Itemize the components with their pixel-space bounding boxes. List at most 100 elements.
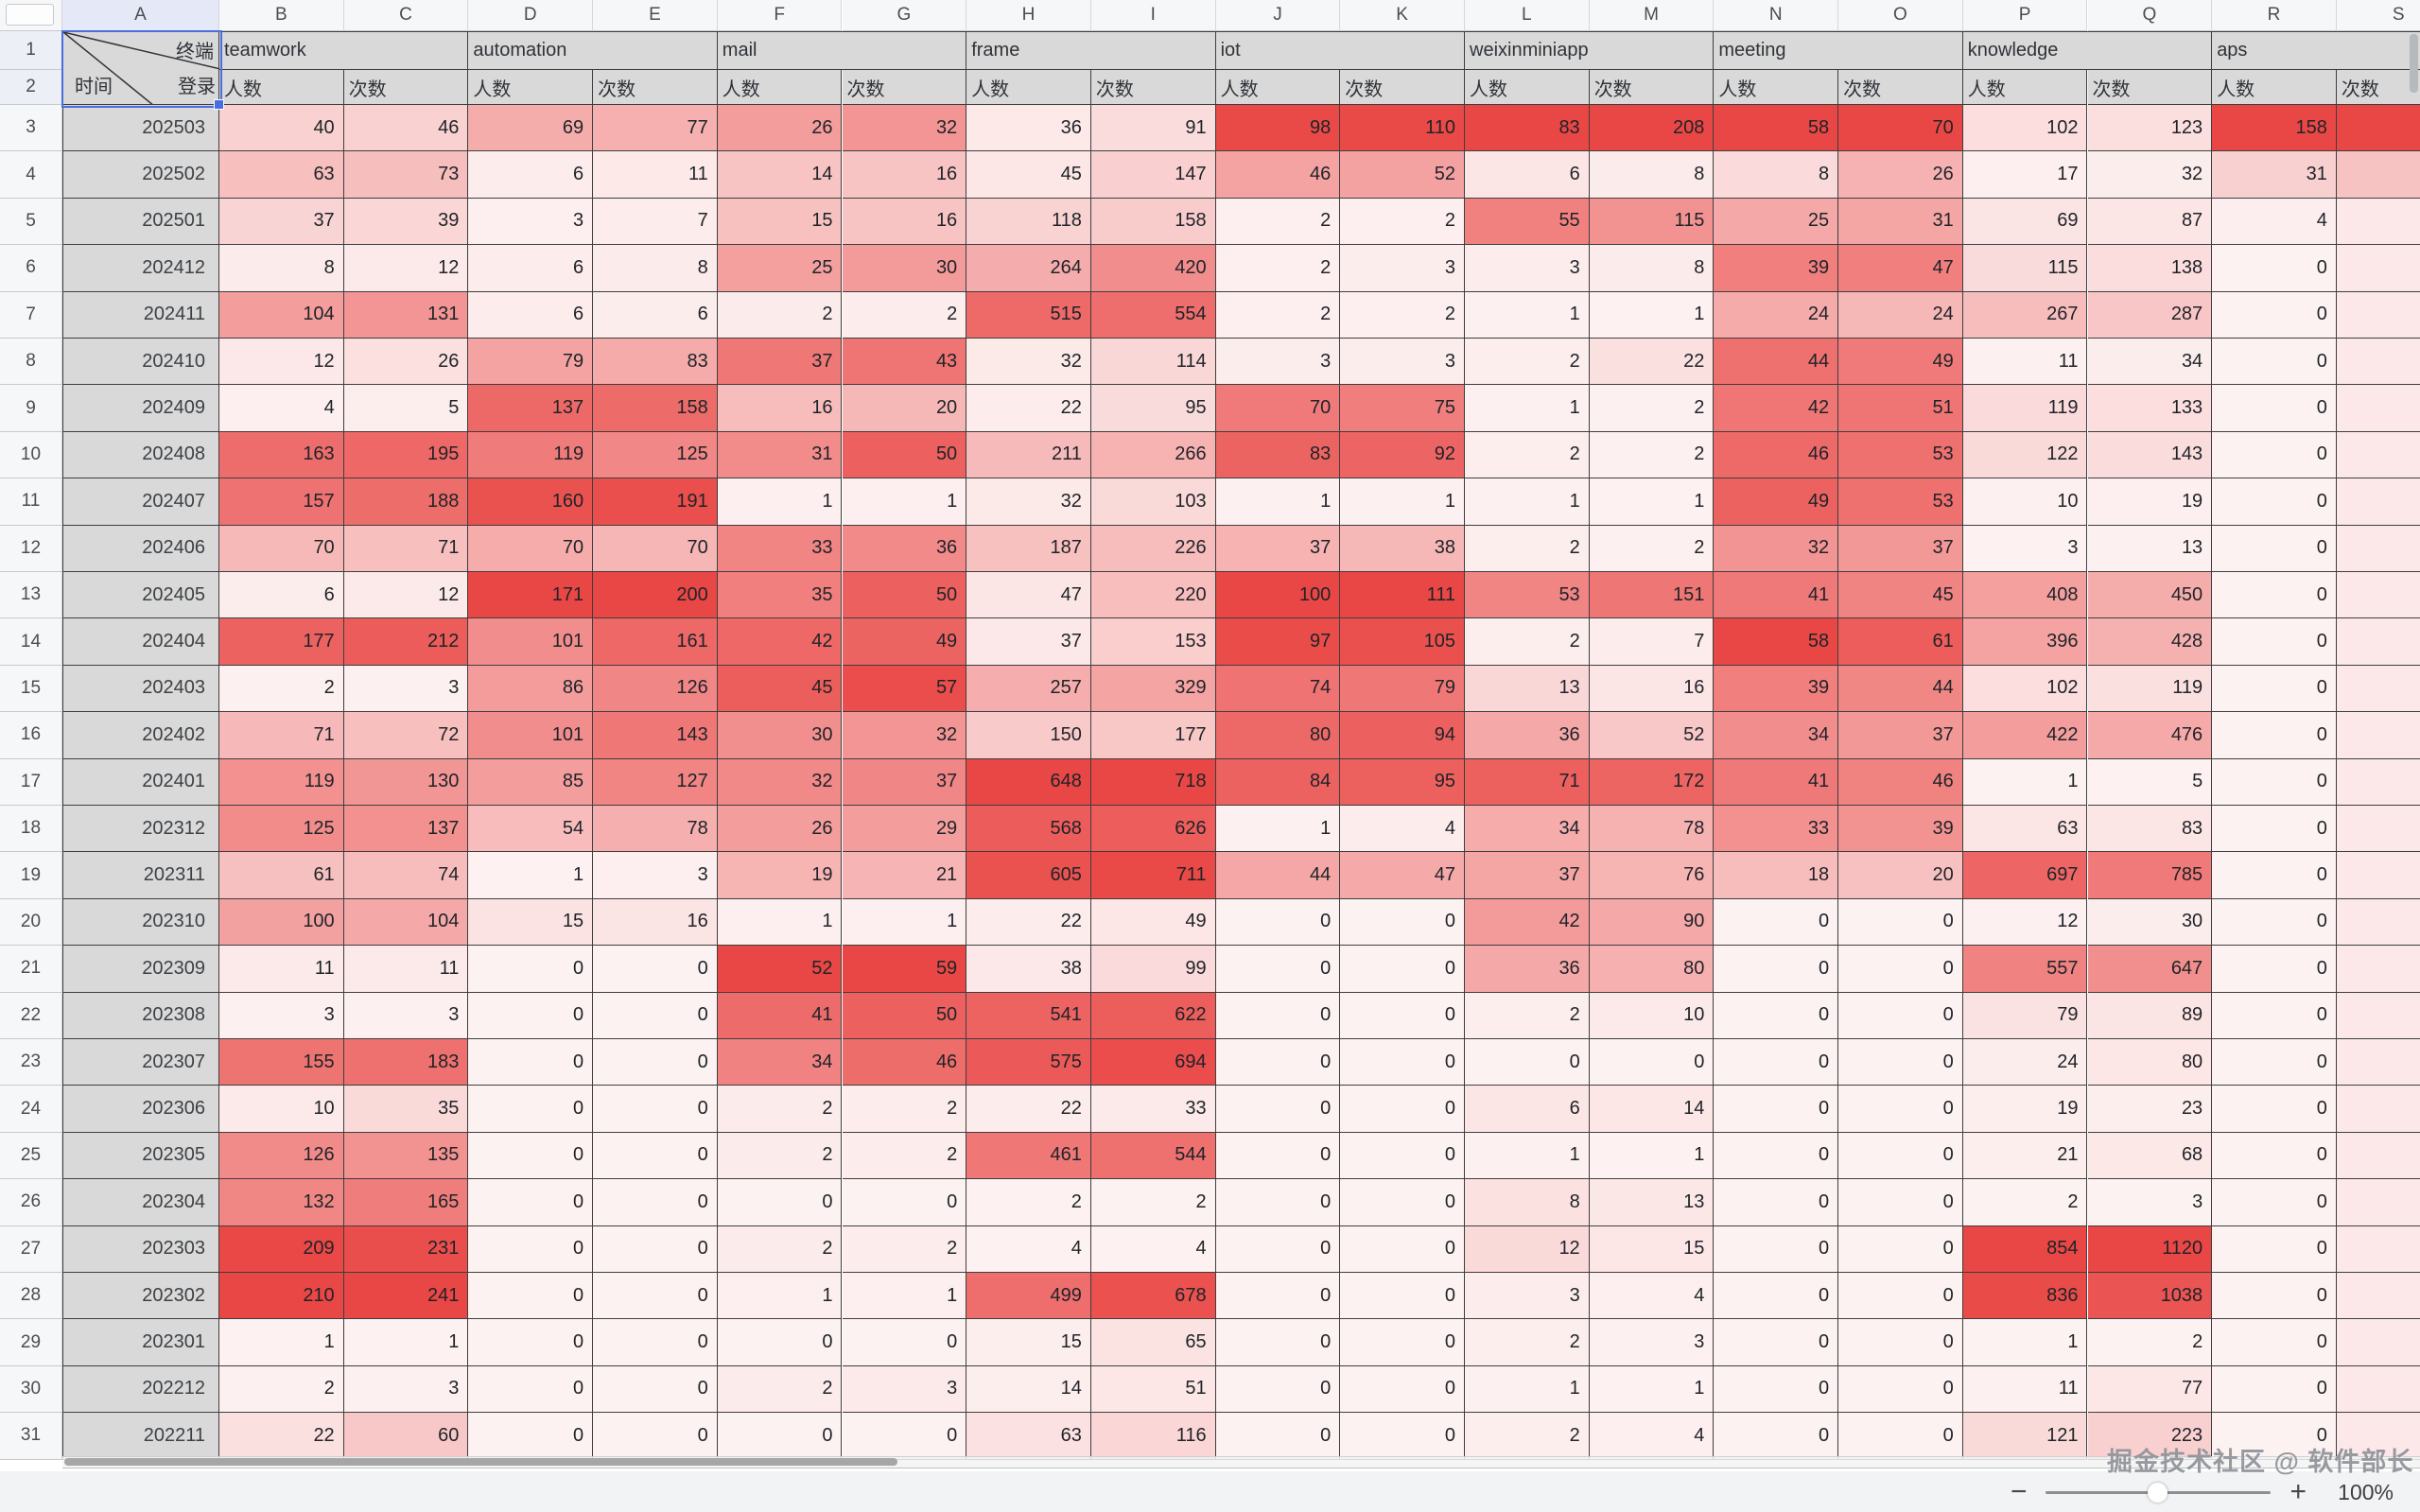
- data-cell[interactable]: 34: [1465, 806, 1590, 853]
- data-cell-clipped[interactable]: [2336, 1319, 2420, 1366]
- data-cell[interactable]: 0: [1340, 1086, 1465, 1133]
- data-cell[interactable]: 1: [1589, 291, 1715, 339]
- data-cell[interactable]: 0: [2212, 1086, 2337, 1133]
- data-cell[interactable]: 53: [1465, 572, 1590, 619]
- data-cell[interactable]: 220: [1090, 572, 1216, 619]
- data-cell[interactable]: 1: [1962, 758, 2088, 806]
- column-header-O[interactable]: O: [1838, 0, 1963, 31]
- data-cell[interactable]: 177: [219, 618, 344, 666]
- data-cell[interactable]: 122: [1962, 431, 2088, 479]
- data-cell[interactable]: 2: [717, 1225, 843, 1273]
- subheader-cishu[interactable]: 次数: [2336, 70, 2420, 105]
- data-cell[interactable]: 11: [343, 946, 469, 993]
- data-cell-clipped[interactable]: [2336, 245, 2420, 292]
- row-header-31[interactable]: 31: [0, 1413, 62, 1460]
- data-cell[interactable]: 515: [966, 291, 1091, 339]
- data-cell[interactable]: 14: [717, 151, 843, 199]
- data-cell[interactable]: 6: [468, 291, 594, 339]
- data-cell-clipped[interactable]: [2336, 385, 2420, 432]
- data-cell-clipped[interactable]: [2336, 1132, 2420, 1180]
- date-cell-202403[interactable]: 202403: [62, 665, 219, 713]
- data-cell-clipped[interactable]: [2336, 198, 2420, 246]
- data-cell[interactable]: 49: [842, 618, 967, 666]
- data-cell[interactable]: 44: [1714, 339, 1839, 386]
- date-cell-202401[interactable]: 202401: [62, 758, 219, 806]
- data-cell[interactable]: 171: [468, 572, 594, 619]
- row-header-29[interactable]: 29: [0, 1319, 62, 1366]
- date-cell-202305[interactable]: 202305: [62, 1132, 219, 1180]
- data-cell[interactable]: 4: [1589, 1273, 1715, 1320]
- data-cell-clipped[interactable]: [2336, 852, 2420, 899]
- data-cell[interactable]: 0: [1714, 1225, 1839, 1273]
- data-cell-clipped[interactable]: [2336, 291, 2420, 339]
- data-cell[interactable]: 52: [1340, 151, 1465, 199]
- data-cell[interactable]: 836: [1962, 1273, 2088, 1320]
- data-cell[interactable]: 52: [1589, 712, 1715, 759]
- data-cell[interactable]: 119: [468, 431, 594, 479]
- data-cell[interactable]: 1: [842, 478, 967, 526]
- data-cell[interactable]: 0: [2212, 1039, 2337, 1086]
- data-cell[interactable]: 0: [468, 1132, 594, 1180]
- data-cell[interactable]: 0: [468, 1179, 594, 1226]
- data-cell[interactable]: 554: [1090, 291, 1216, 339]
- row-header-3[interactable]: 3: [0, 105, 62, 152]
- data-cell[interactable]: 605: [966, 852, 1091, 899]
- data-cell-clipped[interactable]: [2336, 525, 2420, 572]
- data-cell[interactable]: 150: [966, 712, 1091, 759]
- data-cell[interactable]: 4: [966, 1225, 1091, 1273]
- data-cell[interactable]: 36: [842, 525, 967, 572]
- data-cell[interactable]: 39: [343, 198, 469, 246]
- data-cell[interactable]: 53: [1838, 431, 1963, 479]
- data-cell[interactable]: 0: [593, 1365, 718, 1414]
- row-header-25[interactable]: 25: [0, 1132, 62, 1180]
- data-cell[interactable]: 157: [219, 478, 344, 526]
- data-cell[interactable]: 22: [219, 1413, 344, 1460]
- data-cell[interactable]: 241: [343, 1273, 469, 1320]
- data-cell[interactable]: 2: [842, 1086, 967, 1133]
- data-cell[interactable]: 1: [717, 898, 843, 947]
- data-cell[interactable]: 2: [1465, 339, 1590, 386]
- data-cell[interactable]: 17: [1962, 151, 2088, 199]
- data-cell[interactable]: 0: [842, 1319, 967, 1366]
- data-cell[interactable]: 0: [593, 1413, 718, 1460]
- data-cell[interactable]: 85: [468, 758, 594, 806]
- data-cell[interactable]: 226: [1090, 525, 1216, 572]
- data-cell[interactable]: 30: [2087, 898, 2213, 947]
- data-cell[interactable]: 785: [2087, 852, 2213, 899]
- row-header-12[interactable]: 12: [0, 525, 62, 572]
- data-cell[interactable]: 1: [842, 898, 967, 947]
- data-cell[interactable]: 0: [1714, 992, 1839, 1039]
- data-cell[interactable]: 13: [2087, 525, 2213, 572]
- data-cell[interactable]: 20: [1838, 852, 1963, 899]
- data-cell[interactable]: 2: [1465, 1413, 1590, 1460]
- date-cell-202406[interactable]: 202406: [62, 525, 219, 572]
- data-cell[interactable]: 0: [717, 1413, 843, 1460]
- subheader-renshu[interactable]: 人数: [2212, 70, 2337, 105]
- data-cell[interactable]: 37: [1215, 525, 1341, 572]
- date-cell-202501[interactable]: 202501: [62, 198, 219, 246]
- data-cell[interactable]: 0: [1838, 1086, 1963, 1133]
- data-cell[interactable]: 37: [842, 758, 967, 806]
- date-cell-202412[interactable]: 202412: [62, 245, 219, 292]
- data-cell[interactable]: 0: [1340, 1039, 1465, 1086]
- date-cell-202304[interactable]: 202304: [62, 1179, 219, 1226]
- data-cell[interactable]: 39: [1714, 665, 1839, 713]
- date-cell-202408[interactable]: 202408: [62, 431, 219, 479]
- data-cell[interactable]: 0: [1838, 1319, 1963, 1366]
- data-cell[interactable]: 257: [966, 665, 1091, 713]
- data-cell[interactable]: 3: [1962, 525, 2088, 572]
- data-cell[interactable]: 70: [593, 525, 718, 572]
- data-cell[interactable]: 70: [1838, 105, 1963, 152]
- date-cell-202301[interactable]: 202301: [62, 1319, 219, 1366]
- data-cell[interactable]: 0: [1714, 1086, 1839, 1133]
- data-cell[interactable]: 33: [1090, 1086, 1216, 1133]
- zoom-slider-handle[interactable]: [2148, 1482, 2168, 1503]
- data-cell[interactable]: 172: [1589, 758, 1715, 806]
- row-header-20[interactable]: 20: [0, 898, 62, 947]
- data-cell-clipped[interactable]: [2336, 618, 2420, 666]
- data-cell[interactable]: 35: [343, 1086, 469, 1133]
- data-cell[interactable]: 0: [1340, 1179, 1465, 1226]
- row-header-28[interactable]: 28: [0, 1273, 62, 1320]
- zoom-slider[interactable]: [2046, 1482, 2272, 1503]
- data-cell[interactable]: 626: [1090, 806, 1216, 853]
